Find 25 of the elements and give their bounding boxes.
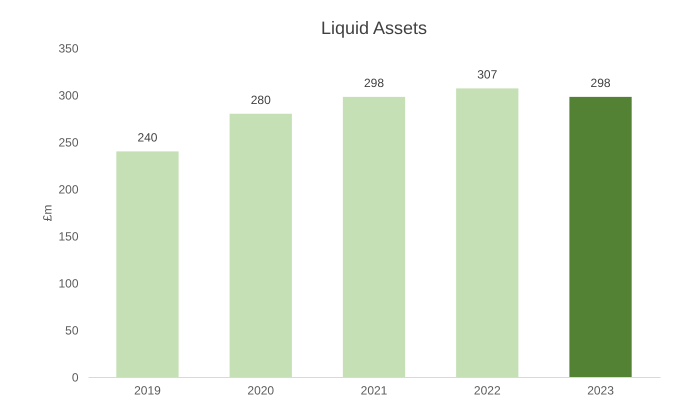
chart-title: Liquid Assets — [320, 18, 428, 38]
bar — [230, 114, 292, 377]
bar — [456, 88, 518, 377]
y-tick-label: 100 — [58, 276, 79, 290]
x-tick-label: 2021 — [360, 384, 388, 398]
bar — [116, 151, 179, 377]
y-tick-label: 0 — [72, 370, 79, 384]
y-tick-label: 250 — [58, 136, 79, 150]
data-label: 307 — [477, 67, 498, 82]
x-tick-label: 2020 — [247, 384, 274, 398]
y-tick-label: 350 — [58, 42, 79, 56]
y-tick-label: 200 — [58, 182, 79, 196]
x-tick-label: 2022 — [474, 384, 501, 398]
x-tick-label: 2023 — [587, 384, 614, 398]
y-tick-label: 50 — [65, 324, 79, 338]
x-tick-label: 2019 — [134, 384, 162, 398]
data-label: 280 — [250, 92, 272, 107]
bar — [342, 96, 406, 377]
y-tick-label: 300 — [58, 88, 79, 102]
data-label: 298 — [590, 76, 611, 90]
y-tick-label: 150 — [58, 230, 79, 244]
data-label: 298 — [364, 76, 384, 90]
data-label: 240 — [137, 130, 158, 144]
y-axis-title: £m — [40, 204, 54, 222]
bar — [569, 96, 632, 377]
